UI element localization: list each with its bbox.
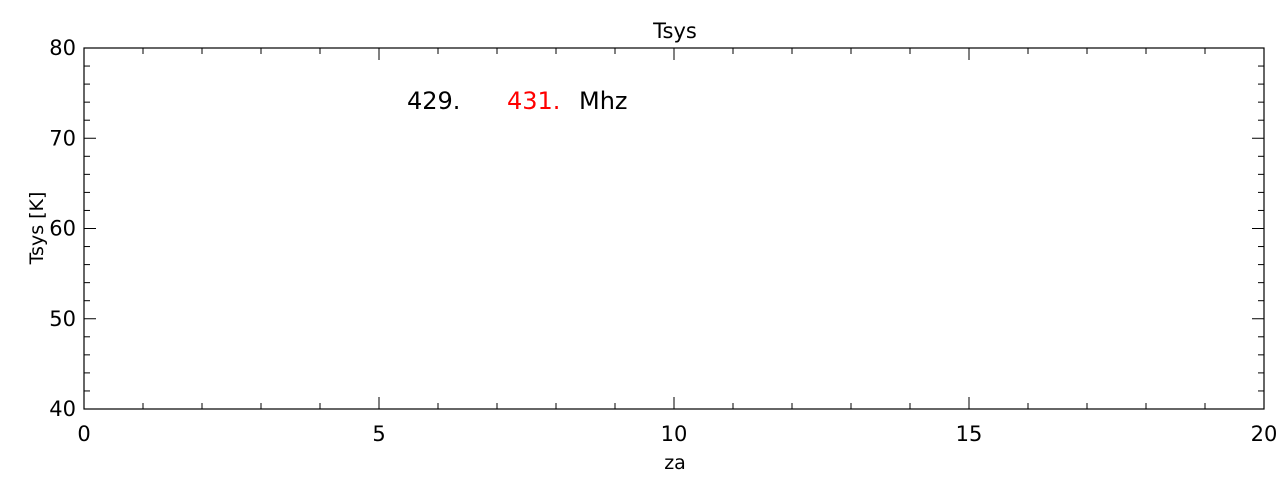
y-axis-label: Tsys [K] [26, 192, 48, 266]
legend-entry-429: 429. [407, 87, 460, 115]
legend-unit: Mhz [579, 87, 628, 115]
plot-frame [83, 47, 1265, 410]
legend: 429. 431. Mhz [407, 87, 628, 115]
y-tick-labels: 40 50 60 70 80 [49, 36, 76, 421]
chart-title: Tsys [652, 19, 697, 43]
y-tick-label: 60 [49, 217, 76, 241]
x-tick-label: 0 [77, 422, 90, 446]
y-tick-label: 80 [49, 36, 76, 60]
x-tick-label: 5 [372, 422, 385, 446]
y-tick-label: 50 [49, 307, 76, 331]
x-tick-label: 20 [1251, 422, 1278, 446]
axis-ticks [83, 47, 1265, 410]
legend-entry-431: 431. [507, 87, 560, 115]
x-tick-labels: 0 5 10 15 20 [77, 422, 1277, 446]
y-tick-label: 40 [49, 397, 76, 421]
x-axis-label: za [664, 452, 686, 474]
y-tick-label: 70 [49, 126, 76, 150]
x-tick-label: 15 [956, 422, 983, 446]
x-tick-label: 10 [661, 422, 688, 446]
